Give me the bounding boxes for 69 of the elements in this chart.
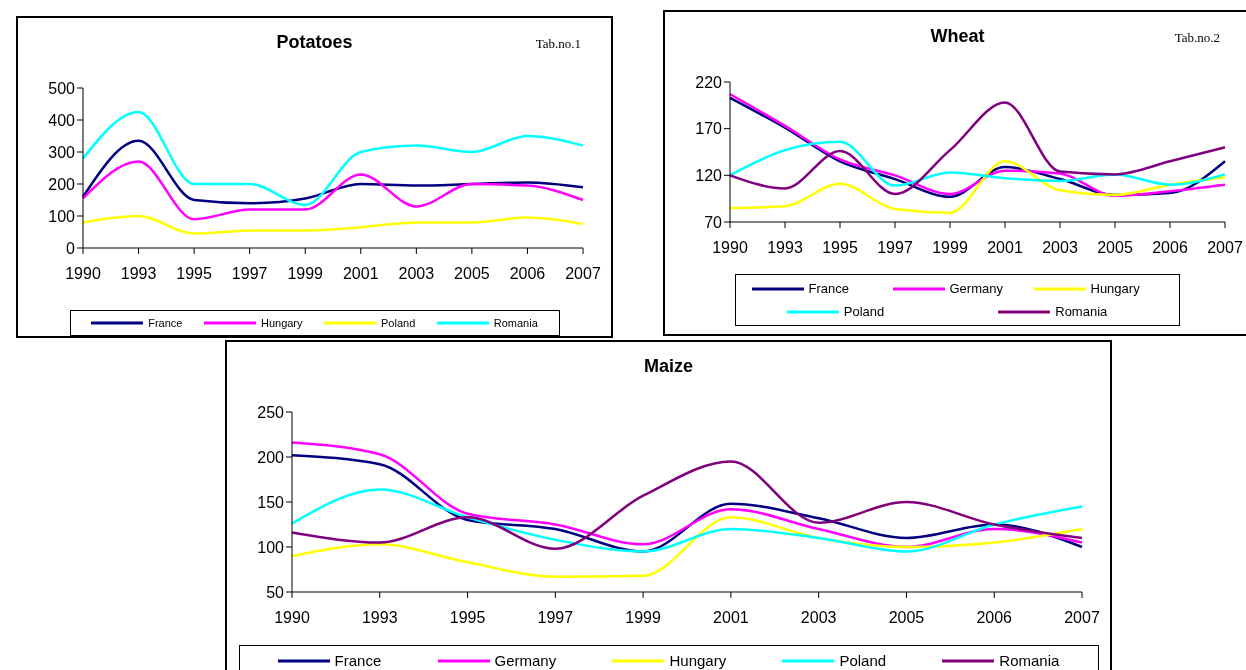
y-tick-label: 100: [48, 207, 76, 225]
legend-label: Germany: [494, 652, 557, 669]
x-tick-label: 1997: [537, 609, 574, 627]
x-tick-label: 2001: [713, 609, 749, 627]
x-tick-label: 2006: [976, 609, 1013, 627]
legend-label: France: [334, 652, 382, 669]
x-tick-label: 2007: [565, 265, 601, 283]
y-tick-label: 250: [257, 403, 285, 421]
legend-label: France: [148, 317, 183, 329]
x-tick-label: 1999: [932, 239, 968, 257]
x-tick-label: 1997: [877, 239, 913, 257]
chart-title: Wheat: [930, 26, 985, 46]
legend-label: France: [808, 281, 849, 296]
x-tick-label: 2003: [1042, 239, 1078, 257]
x-tick-label: 2005: [888, 609, 925, 627]
legend-label: Poland: [839, 652, 887, 669]
x-tick-label: 2006: [1152, 239, 1188, 257]
x-tick-label: 1999: [625, 609, 662, 627]
y-tick-label: 220: [695, 73, 723, 91]
y-tick-label: 170: [695, 120, 723, 138]
y-tick-label: 50: [266, 583, 285, 601]
legend-label: Hungary: [1090, 281, 1140, 296]
legend-label: Romania: [493, 317, 538, 329]
x-tick-label: 2001: [342, 265, 379, 283]
x-tick-label: 2003: [800, 609, 837, 627]
line-series: [728, 140, 1227, 187]
line-series: [81, 160, 585, 221]
y-tick-label: 400: [48, 111, 76, 129]
x-tick-label: 1993: [120, 265, 157, 283]
y-tick-label: 120: [695, 167, 723, 185]
y-tick-label: 70: [704, 213, 723, 231]
x-tick-label: 2001: [987, 239, 1023, 257]
legend-label: Poland: [843, 304, 885, 319]
x-tick-label: 2005: [454, 265, 490, 283]
y-tick-label: 100: [257, 538, 285, 556]
x-tick-label: 2007: [1207, 239, 1243, 257]
chart-title: Maize: [643, 356, 694, 377]
legend-label: Poland: [381, 317, 416, 329]
y-tick-label: 0: [66, 239, 76, 257]
x-tick-label: 2007: [1064, 609, 1100, 627]
x-tick-label: 1993: [361, 609, 398, 627]
y-tick-label: 500: [48, 79, 76, 97]
x-tick-label: 2005: [1097, 239, 1133, 257]
x-tick-label: 2003: [398, 265, 435, 283]
legend-label: Hungary: [669, 652, 727, 669]
text: Tab.no.1: [535, 36, 581, 52]
line-series: [81, 110, 585, 207]
chart-title: Potatoes: [276, 32, 353, 52]
x-tick-label: 1993: [767, 239, 803, 257]
x-tick-label: 1995: [822, 239, 858, 257]
x-tick-label: 1990: [274, 609, 310, 627]
legend-label: Romania: [1055, 304, 1108, 319]
y-tick-label: 200: [257, 448, 285, 466]
x-tick-label: 2006: [509, 265, 546, 283]
x-tick-label: 1995: [449, 609, 486, 627]
x-tick-label: 1995: [176, 265, 213, 283]
x-tick-label: 1990: [65, 265, 101, 283]
x-tick-label: 1999: [287, 265, 324, 283]
x-tick-label: 1997: [231, 265, 268, 283]
text: Tab.no.2: [1174, 30, 1220, 46]
legend-label: Hungary: [260, 317, 303, 329]
line-series: [81, 214, 585, 235]
legend-label: Germany: [949, 281, 1003, 296]
y-tick-label: 150: [257, 493, 285, 511]
legend-label: Romania: [999, 652, 1060, 669]
line-series: [290, 488, 1084, 553]
y-tick-label: 300: [48, 143, 76, 161]
x-tick-label: 1990: [712, 239, 748, 257]
y-tick-label: 200: [48, 175, 76, 193]
